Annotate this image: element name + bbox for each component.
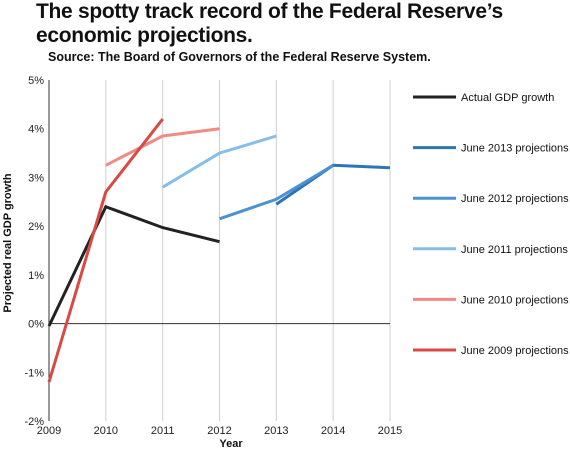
x-tick-label: 2011 [151, 425, 175, 437]
chart-subtitle: Source: The Board of Governors of the Fe… [48, 50, 431, 64]
x-tick-label: 2012 [207, 425, 231, 437]
y-tick-label: -1% [24, 367, 44, 379]
legend-label: Actual GDP growth [461, 92, 554, 104]
y-tick-label: -2% [24, 416, 44, 428]
series-lines [47, 118, 391, 383]
y-tick-labels: -2% -1% 0% 1% 2% 3% 4% 5% [24, 75, 44, 428]
legend-label: June 2010 projections [461, 294, 569, 306]
x-tick-label: 2010 [94, 425, 118, 437]
legend-label: June 2011 projections [461, 244, 568, 256]
x-tick-label: 2009 [37, 425, 61, 437]
y-tick-label: 2% [28, 221, 44, 233]
legend-label: June 2012 projections [461, 193, 569, 205]
y-tick-label: 0% [28, 319, 44, 331]
y-tick-label: 1% [28, 270, 44, 282]
series-line-3 [161, 134, 277, 189]
series-line-2 [219, 164, 334, 221]
series-line-5 [47, 118, 164, 383]
legend-label: June 2009 projections [461, 345, 569, 357]
y-axis-title: Projected real GDP growth [2, 173, 14, 312]
x-tick-label: 2013 [264, 425, 288, 437]
grid [48, 80, 391, 421]
y-tick-label: 3% [28, 172, 44, 184]
chart-title: The spotty track record of the Federal R… [36, 0, 503, 47]
legend-label: June 2013 projections [461, 143, 569, 155]
series-line-4 [105, 127, 220, 167]
y-tick-label: 5% [28, 75, 44, 87]
legend: Actual GDP growth June 2013 projections Ju… [413, 92, 569, 357]
y-tick-label: 4% [28, 124, 44, 136]
x-tick-label: 2014 [321, 425, 345, 437]
x-tick-labels: 2009 2010 2011 2012 2013 2014 2015 [37, 425, 402, 437]
axes [48, 80, 390, 421]
x-axis-title: Year [219, 438, 243, 450]
series-line-0 [47, 204, 220, 327]
x-tick-label: 2015 [378, 425, 402, 437]
